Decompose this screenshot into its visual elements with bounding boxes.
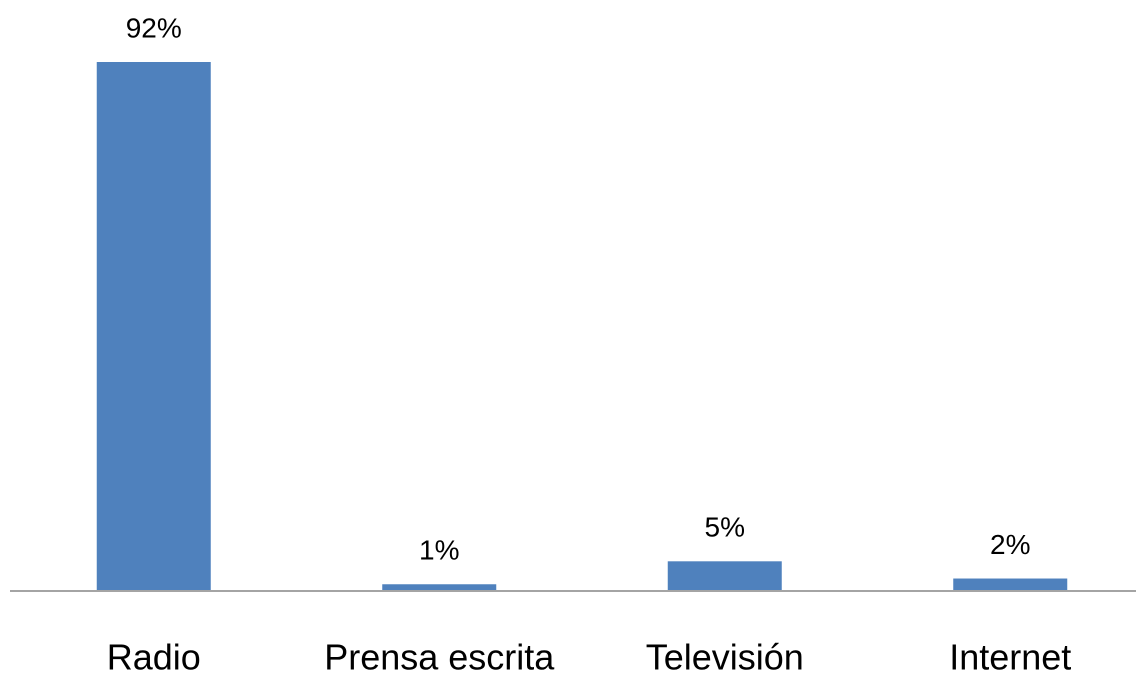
x-tick-label: Televisión xyxy=(646,637,804,675)
bar xyxy=(382,584,497,590)
value-label: 92% xyxy=(126,12,182,43)
bar xyxy=(953,578,1068,590)
bar xyxy=(96,62,211,590)
bar xyxy=(667,561,782,590)
value-label: 2% xyxy=(990,529,1030,560)
x-tick-label: Internet xyxy=(949,637,1071,675)
x-tick-label: Prensa escrita xyxy=(324,637,555,675)
value-label: 1% xyxy=(419,535,459,566)
value-label: 5% xyxy=(705,512,745,543)
x-tick-label: Radio xyxy=(107,637,201,675)
